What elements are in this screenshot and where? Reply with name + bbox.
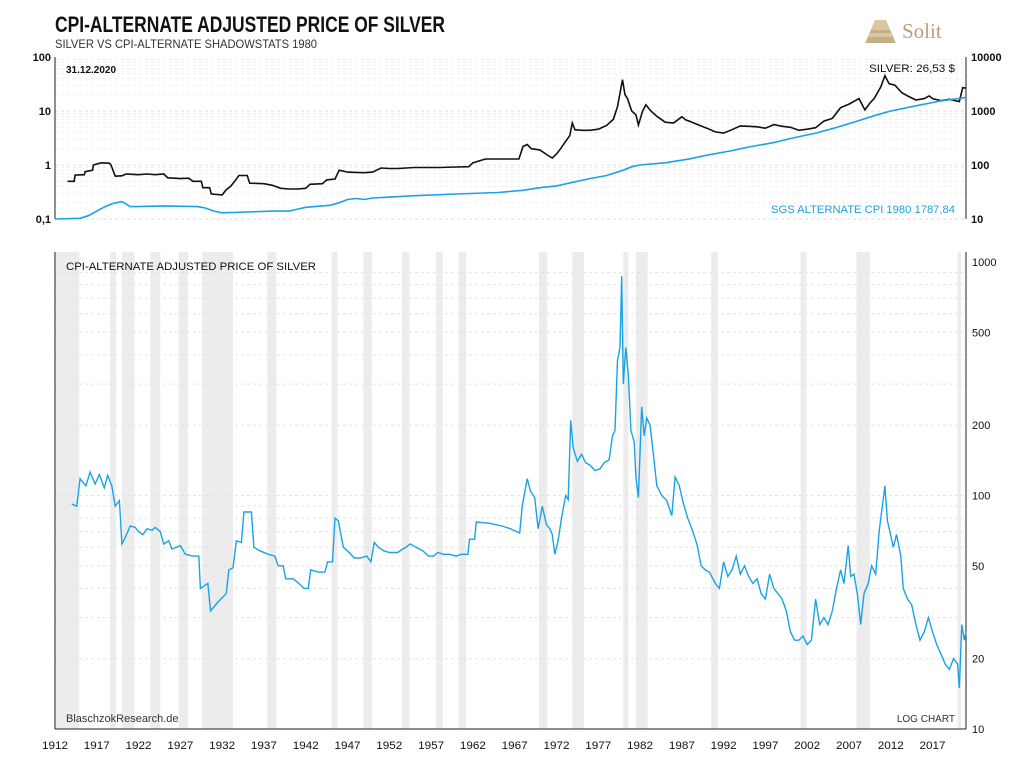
right-tick-label: 10 xyxy=(971,214,983,226)
x-tick-label: 1957 xyxy=(418,740,444,752)
x-tick-label: 1922 xyxy=(126,740,152,752)
x-tick-label: 1942 xyxy=(293,740,319,752)
x-tick-label: 2002 xyxy=(794,740,820,752)
recession-band xyxy=(202,252,234,729)
recession-band xyxy=(856,252,870,729)
log-chart-label: LOG CHART xyxy=(897,714,955,725)
x-tick-label: 1987 xyxy=(669,740,695,752)
recession-band xyxy=(178,252,188,729)
x-tick-label: 1997 xyxy=(752,740,778,752)
left-tick-label: 10 xyxy=(39,106,51,118)
adjusted-price-line xyxy=(71,276,967,688)
series-label-cpi: SGS ALTERNATE CPI 1980 1787,84 xyxy=(771,204,955,216)
x-tick-label: 1927 xyxy=(167,740,193,752)
series-line-1 xyxy=(54,96,967,220)
recession-band xyxy=(458,252,467,729)
recession-band xyxy=(572,252,585,729)
recession-band xyxy=(267,252,277,729)
recession-band xyxy=(150,252,161,729)
recession-band xyxy=(711,252,718,729)
y-tick-label: 20 xyxy=(972,654,984,666)
recession-band xyxy=(363,252,372,729)
chart-subtitle: SILVER VS CPI-ALTERNATE SHADOWSTATS 1980 xyxy=(55,37,317,51)
recession-band xyxy=(800,252,807,729)
inner-chart-title: CPI-ALTERNATE ADJUSTED PRICE OF SILVER xyxy=(66,261,316,273)
source-label: BlaschzokResearch.de xyxy=(66,713,179,725)
y-tick-label: 50 xyxy=(972,561,984,573)
right-tick-label: 10000 xyxy=(971,52,1002,64)
x-tick-label: 1937 xyxy=(251,740,277,752)
recession-band xyxy=(635,252,648,729)
x-tick-label: 1977 xyxy=(585,740,611,752)
y-tick-label: 500 xyxy=(972,327,990,339)
right-tick-label: 1000 xyxy=(971,106,995,118)
recession-band xyxy=(623,252,629,729)
x-tick-label: 1972 xyxy=(543,740,569,752)
solit-logo: Solit xyxy=(865,19,942,43)
recession-band xyxy=(538,252,548,729)
x-tick-label: 1952 xyxy=(376,740,402,752)
recession-band xyxy=(401,252,410,729)
left-tick-label: 100 xyxy=(33,52,51,64)
logo-text: Solit xyxy=(902,19,942,43)
y-tick-label: 1000 xyxy=(972,257,996,269)
date-label: 31.12.2020 xyxy=(66,65,116,76)
x-tick-label: 2012 xyxy=(878,740,904,752)
x-tick-label: 2017 xyxy=(920,740,946,752)
series-label-silver: SILVER: 26,53 $ xyxy=(869,63,955,75)
chart-title: CPI-ALTERNATE ADJUSTED PRICE OF SILVER xyxy=(55,12,445,37)
left-tick-label: 0,1 xyxy=(36,214,51,226)
y-tick-label: 10 xyxy=(972,724,984,736)
x-tick-label: 2007 xyxy=(836,740,862,752)
recession-band xyxy=(55,252,80,729)
right-tick-label: 100 xyxy=(971,160,989,172)
x-tick-label: 1947 xyxy=(335,740,361,752)
x-tick-label: 1982 xyxy=(627,740,653,752)
x-tick-label: 1992 xyxy=(711,740,737,752)
recession-band xyxy=(436,252,443,729)
recession-band xyxy=(957,252,961,729)
x-tick-label: 1912 xyxy=(42,740,68,752)
x-tick-label: 1962 xyxy=(460,740,486,752)
x-tick-label: 1967 xyxy=(502,740,528,752)
y-tick-label: 200 xyxy=(972,420,990,432)
recession-band xyxy=(331,252,338,729)
recession-band xyxy=(121,252,135,729)
series-line-0 xyxy=(67,73,967,196)
y-tick-label: 100 xyxy=(972,491,990,503)
left-tick-label: 1 xyxy=(45,160,51,172)
x-tick-label: 1932 xyxy=(209,740,235,752)
x-tick-label: 1917 xyxy=(84,740,110,752)
